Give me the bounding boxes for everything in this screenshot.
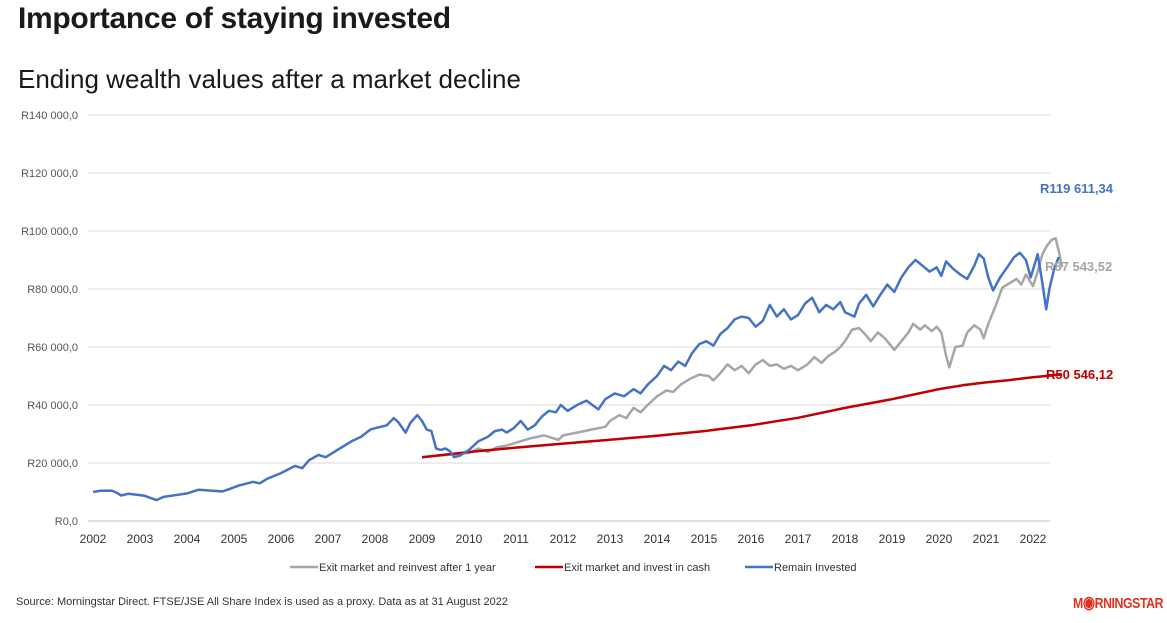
series-line <box>421 237 1064 459</box>
y-tick-label: R120 000,0 <box>21 168 78 180</box>
legend-label: Exit market and invest in cash <box>564 562 710 574</box>
x-tick-label: 2016 <box>738 532 765 546</box>
x-tick-label: 2006 <box>268 532 295 546</box>
y-tick-label: R80 000,0 <box>27 284 78 296</box>
x-tick-label: 2008 <box>362 532 389 546</box>
line-chart: R0,0 R20 000,0 R40 000,0 R60 000,0 R80 000,0… <box>21 110 1114 574</box>
x-tick-label: 2003 <box>127 532 154 546</box>
series-lines <box>92 237 1064 502</box>
y-tick-label: R20 000,0 <box>27 458 78 470</box>
morningstar-logo: M◉RNINGSTAR <box>1073 593 1164 612</box>
x-tick-label: 2002 <box>80 532 107 546</box>
y-tick-label: R0,0 <box>55 516 78 528</box>
x-tick-label: 2007 <box>315 532 342 546</box>
chart-subtitle: Ending wealth values after a market decl… <box>18 64 521 94</box>
y-tick-label: R60 000,0 <box>27 342 78 354</box>
x-tick-label: 2022 <box>1020 532 1047 546</box>
x-tick-label: 2017 <box>785 532 812 546</box>
x-tick-label: 2015 <box>691 532 718 546</box>
series-line <box>421 373 1063 459</box>
source-note: Source: Morningstar Direct. FTSE/JSE All… <box>16 596 508 608</box>
x-tick-label: 2005 <box>221 532 248 546</box>
y-tick-label: R100 000,0 <box>21 226 78 238</box>
x-tick-label: 2010 <box>456 532 483 546</box>
y-tick-label: R40 000,0 <box>27 400 78 412</box>
x-tick-label: 2012 <box>550 532 577 546</box>
y-tick-label: R140 000,0 <box>21 110 78 122</box>
x-tick-label: 2014 <box>644 532 671 546</box>
x-axis: 2002 2003 2004 2005 2006 2007 2008 2009 2010 2011… <box>80 532 1047 546</box>
gridlines <box>88 114 1050 522</box>
series-end-label: R119 611,34 <box>1040 181 1114 196</box>
x-tick-label: 2021 <box>973 532 1000 546</box>
series-end-label: R50 546,12 <box>1046 367 1113 382</box>
x-tick-label: 2018 <box>832 532 859 546</box>
end-labels: R87 543,52 R50 546,12 R119 611,34 <box>1040 181 1114 382</box>
y-axis: R0,0 R20 000,0 R40 000,0 R60 000,0 R80 000,0… <box>21 110 78 528</box>
series-line <box>92 251 1060 502</box>
x-tick-label: 2009 <box>409 532 436 546</box>
legend: Exit market and reinvest after 1 year Exi… <box>290 562 857 574</box>
legend-label: Exit market and reinvest after 1 year <box>319 562 496 574</box>
chart-title: Importance of staying invested <box>18 2 451 35</box>
x-tick-label: 2011 <box>503 532 529 546</box>
x-tick-label: 2013 <box>597 532 624 546</box>
x-tick-label: 2019 <box>879 532 906 546</box>
x-tick-label: 2004 <box>174 532 201 546</box>
legend-label: Remain Invested <box>774 562 857 574</box>
series-end-label: R87 543,52 <box>1045 259 1112 274</box>
x-tick-label: 2020 <box>926 532 953 546</box>
